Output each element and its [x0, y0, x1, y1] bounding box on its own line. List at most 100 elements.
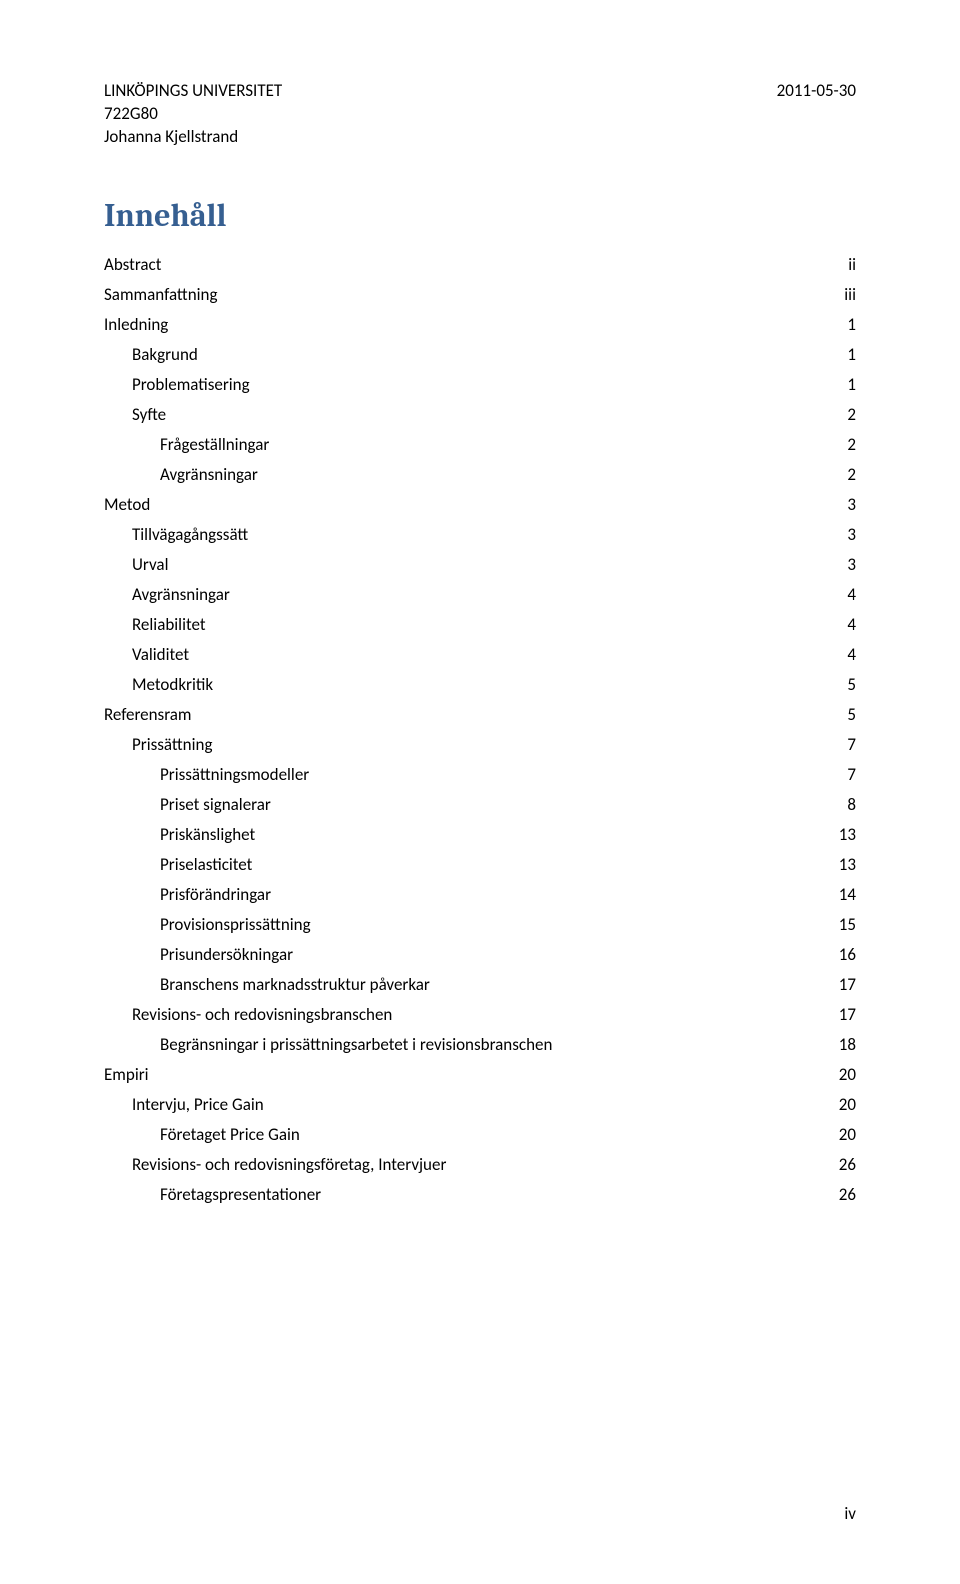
toc-page-number: 5 [847, 704, 856, 725]
course-code: 722G80 [104, 103, 282, 126]
toc-label: Sammanfattning [104, 284, 217, 305]
toc-label: Prisundersökningar [160, 944, 293, 965]
header-left: LINKÖPINGS UNIVERSITET 722G80 Johanna Kj… [104, 80, 282, 149]
toc-page-number: 1 [847, 344, 856, 365]
toc-label: Revisions- och redovisningsbranschen [132, 1004, 392, 1025]
toc-page-number: 13 [839, 854, 856, 875]
toc-page-number: 18 [839, 1034, 856, 1055]
toc-label: Priskänslighet [160, 824, 255, 845]
toc-page-number: 2 [847, 464, 856, 485]
toc-row[interactable]: Metodkritik 5 [104, 674, 856, 695]
toc-page-number: 20 [839, 1124, 856, 1145]
toc-label: Validitet [132, 644, 189, 665]
header-date: 2011-05-30 [777, 80, 856, 149]
toc-label: Revisions- och redovisningsföretag, Inte… [132, 1154, 446, 1175]
toc-label: Prisförändringar [160, 884, 271, 905]
toc-row[interactable]: Företaget Price Gain 20 [104, 1124, 856, 1145]
toc-row[interactable]: Syfte 2 [104, 404, 856, 425]
page-number: iv [844, 1503, 856, 1524]
university-name: LINKÖPINGS UNIVERSITET [104, 80, 282, 103]
toc-label: Intervju, Price Gain [132, 1094, 264, 1115]
toc-row[interactable]: Priselasticitet 13 [104, 854, 856, 875]
toc-label: Abstract [104, 254, 161, 275]
toc-label: Bakgrund [132, 344, 198, 365]
toc-page-number: 16 [839, 944, 856, 965]
toc-label: Reliabilitet [132, 614, 206, 635]
toc-label: Begränsningar i prissättningsarbetet i r… [160, 1034, 552, 1055]
toc-label: Avgränsningar [132, 584, 230, 605]
toc-row[interactable]: Metod3 [104, 494, 856, 515]
toc-label: Företaget Price Gain [160, 1124, 300, 1145]
toc-row[interactable]: Begränsningar i prissättningsarbetet i r… [104, 1034, 856, 1055]
toc-row[interactable]: Priset signalerar 8 [104, 794, 856, 815]
toc-page-number: 26 [839, 1154, 856, 1175]
toc-row[interactable]: Inledning 1 [104, 314, 856, 335]
toc-row[interactable]: Sammanfattning iii [104, 284, 856, 305]
toc-label: Prissättning [132, 734, 212, 755]
toc-label: Prissättningsmodeller [160, 764, 309, 785]
toc-label: Metod [104, 494, 150, 515]
toc-row[interactable]: Branschens marknadsstruktur påverkar 17 [104, 974, 856, 995]
toc-label: Syfte [132, 404, 166, 425]
toc-row[interactable]: Urval3 [104, 554, 856, 575]
toc-page-number: 2 [847, 434, 856, 455]
toc-row[interactable]: Empiri20 [104, 1064, 856, 1085]
toc-page-number: 26 [839, 1184, 856, 1205]
toc-label: Priset signalerar [160, 794, 271, 815]
toc-page-number: 2 [847, 404, 856, 425]
toc-row[interactable]: Intervju, Price Gain 20 [104, 1094, 856, 1115]
toc-page-number: 4 [847, 584, 856, 605]
toc-row[interactable]: Reliabilitet 4 [104, 614, 856, 635]
toc-page-number: 13 [839, 824, 856, 845]
toc-label: Branschens marknadsstruktur påverkar [160, 974, 430, 995]
toc-page-number: 20 [839, 1064, 856, 1085]
toc-row[interactable]: Avgränsningar 4 [104, 584, 856, 605]
toc-row[interactable]: Priskänslighet 13 [104, 824, 856, 845]
toc-row[interactable]: Bakgrund 1 [104, 344, 856, 365]
toc-page-number: 4 [847, 644, 856, 665]
toc-label: Tillvägagångssätt [132, 524, 248, 545]
toc-label: Priselasticitet [160, 854, 252, 875]
toc-page-number: 14 [839, 884, 856, 905]
header: LINKÖPINGS UNIVERSITET 722G80 Johanna Kj… [104, 80, 856, 149]
toc-row[interactable]: Revisions- och redovisningsbranschen17 [104, 1004, 856, 1025]
toc-page-number: 17 [839, 974, 856, 995]
toc-row[interactable]: Prisundersökningar 16 [104, 944, 856, 965]
toc-row[interactable]: Frågeställningar 2 [104, 434, 856, 455]
toc-page-number: 5 [847, 674, 856, 695]
toc-label: Inledning [104, 314, 168, 335]
toc-row[interactable]: Prisförändringar 14 [104, 884, 856, 905]
document-page: LINKÖPINGS UNIVERSITET 722G80 Johanna Kj… [0, 0, 960, 1584]
toc-page-number: 4 [847, 614, 856, 635]
toc-label: Frågeställningar [160, 434, 269, 455]
toc-row[interactable]: Revisions- och redovisningsföretag, Inte… [104, 1154, 856, 1175]
toc-row[interactable]: Tillvägagångssätt 3 [104, 524, 856, 545]
toc-row[interactable]: Abstract ii [104, 254, 856, 275]
toc-page-number: 7 [847, 734, 856, 755]
toc-page-number: 7 [847, 764, 856, 785]
toc-page-number: 3 [847, 554, 856, 575]
toc-row[interactable]: Prissättning 7 [104, 734, 856, 755]
toc-page-number: 3 [847, 524, 856, 545]
toc-label: Provisionsprissättning [160, 914, 311, 935]
toc-row[interactable]: Avgränsningar 2 [104, 464, 856, 485]
toc-row[interactable]: Problematisering1 [104, 374, 856, 395]
toc-page-number: 1 [847, 314, 856, 335]
toc-page-number: ii [848, 254, 856, 275]
toc-row[interactable]: Referensram 5 [104, 704, 856, 725]
toc-page-number: iii [844, 284, 856, 305]
toc-label: Referensram [104, 704, 192, 725]
table-of-contents: AbstractiiSammanfattningiiiInledning1Bak… [104, 254, 856, 1205]
toc-row[interactable]: Provisionsprissättning 15 [104, 914, 856, 935]
toc-page-number: 1 [847, 374, 856, 395]
toc-label: Avgränsningar [160, 464, 258, 485]
toc-row[interactable]: Validitet 4 [104, 644, 856, 665]
toc-page-number: 15 [839, 914, 856, 935]
toc-row[interactable]: Prissättningsmodeller 7 [104, 764, 856, 785]
toc-label: Metodkritik [132, 674, 213, 695]
toc-page-number: 20 [839, 1094, 856, 1115]
toc-row[interactable]: Företagspresentationer26 [104, 1184, 856, 1205]
author-name: Johanna Kjellstrand [104, 126, 282, 149]
toc-page-number: 8 [847, 794, 856, 815]
page-title: Innehåll [104, 197, 856, 234]
